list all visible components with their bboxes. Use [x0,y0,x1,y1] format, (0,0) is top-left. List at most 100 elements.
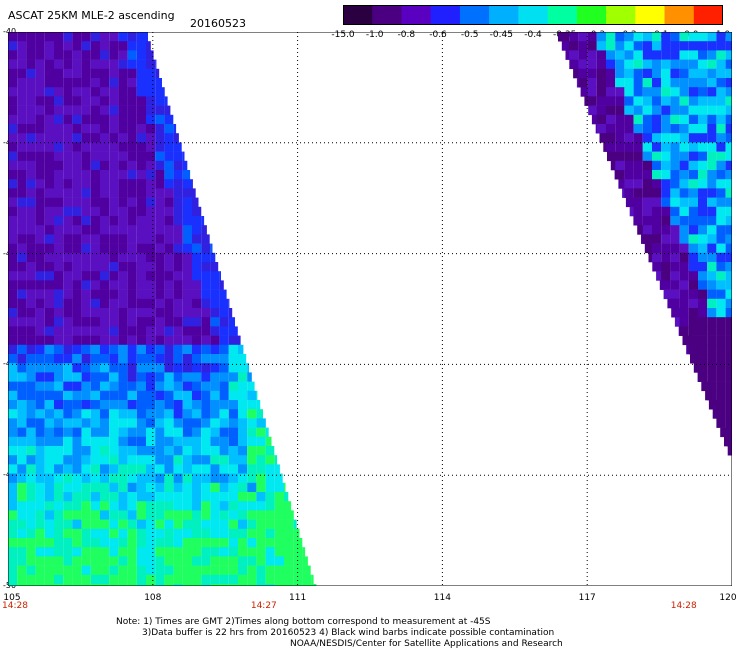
swath-cell [136,216,146,226]
swath-cell [90,225,100,235]
swath-cell [146,50,154,60]
swath-cell [210,510,220,520]
swath-cell [26,170,36,180]
swath-cell [118,68,128,79]
swath-cell [109,271,119,281]
swath-cell [192,565,202,576]
swath-cell [637,225,647,235]
swath-cell [72,142,82,152]
swath-cell [109,206,119,217]
swath-cell [35,114,45,125]
swath-cell [155,133,165,143]
swath-cell [146,41,151,51]
swath-cell [716,197,726,208]
swath-cell [146,289,156,300]
swath-cell [652,59,662,70]
swath-cell [136,400,146,410]
swath-cell [716,41,726,51]
swath-cell [35,574,45,585]
swath-cell [716,298,726,309]
swath-cell [210,584,220,586]
swath-cell [118,252,128,263]
swath-cell [238,482,248,493]
swath-cell [118,519,128,530]
swath-cell [173,446,183,456]
swath-cell [100,473,110,484]
swath-cell [118,280,128,290]
swath-cell [81,96,91,106]
swath-cell [661,133,671,143]
swath-cell [44,390,54,401]
swath-cell [661,225,671,235]
swath-cell [100,234,110,244]
swath-cell [302,574,312,585]
swath-cell [219,538,229,548]
swath-cell [26,197,36,208]
swath-cell [228,584,238,586]
swath-cell [100,446,110,456]
swath-cell [725,317,732,327]
swath-cell [725,436,732,447]
swath-cell [173,225,183,235]
swath-cell [63,446,73,456]
swath-cell [192,464,202,474]
swath-cell [127,234,137,244]
swath-cell [127,363,137,373]
swath-cell [136,446,146,456]
swath-cell [633,197,643,208]
swath-cell [596,68,606,79]
swath-cell [293,528,300,539]
swath-cell [256,464,266,474]
swath-cell [72,170,82,180]
swath-cell [155,151,165,162]
swath-cell [247,418,257,428]
swath-cell [182,308,192,318]
swath-cell [155,280,165,290]
swath-cell [716,390,726,401]
swath-cell [670,280,680,290]
swath-cell [136,32,146,42]
swath-cell [247,363,249,373]
swath-cell [725,160,732,171]
swath-cell [201,436,211,447]
swath-cell [118,234,128,244]
swath-cell [63,584,73,586]
swath-cell [615,59,625,70]
swath-cell [54,400,64,410]
swath-cell [652,216,662,226]
swath-cell [201,538,211,548]
swath-cell [201,317,211,327]
swath-cell [219,556,229,566]
swath-cell [210,565,220,576]
swath-cell [210,262,219,272]
swath-cell [615,96,625,106]
swath-cell [136,271,146,281]
swath-cell [173,556,183,566]
swath-cell [136,547,146,557]
swath-cell [569,41,579,51]
swath-cell [688,262,698,272]
swath-cell [210,427,220,438]
swath-cell [293,556,303,566]
swath-cell [707,326,717,336]
swath-cell [26,32,36,42]
swath-cell [716,317,726,327]
swath-cell [81,170,91,180]
swath-cell [164,179,174,189]
swath-cell [127,501,137,511]
swath-cell [201,354,211,364]
swath-cell [311,584,317,586]
swath-cell [17,142,27,152]
swath-cell [26,584,36,586]
swath-cell [109,170,119,180]
swath-cell [642,197,652,208]
swath-cell [17,418,27,428]
swath-cell [707,188,717,198]
swath-cell [63,243,73,254]
swath-cell [238,390,248,401]
swath-cell [201,262,211,272]
swath-cell [72,363,82,373]
swath-cell [90,409,100,419]
swath-cell [127,482,137,493]
swath-cell [44,243,54,254]
